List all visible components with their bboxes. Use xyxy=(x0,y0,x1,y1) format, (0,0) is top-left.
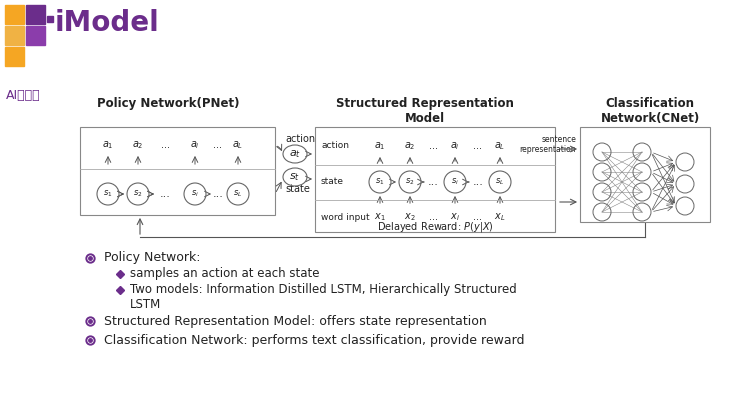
Text: ...: ... xyxy=(160,189,170,199)
Text: ...: ... xyxy=(428,177,438,187)
Text: $a_1$: $a_1$ xyxy=(102,139,114,151)
Text: AI研习社: AI研习社 xyxy=(6,89,41,102)
Text: action: action xyxy=(321,141,349,150)
Text: ...: ... xyxy=(161,140,169,150)
Text: Two models: Information Distilled LSTM, Hierarchically Structured: Two models: Information Distilled LSTM, … xyxy=(130,284,517,296)
Text: $a_1$: $a_1$ xyxy=(374,140,386,152)
Text: $a_2$: $a_2$ xyxy=(404,140,416,152)
Text: $a_i$: $a_i$ xyxy=(450,140,460,152)
Text: $s_2$: $s_2$ xyxy=(133,189,143,199)
Text: $x_2$: $x_2$ xyxy=(404,211,416,223)
Text: $s_t$: $s_t$ xyxy=(289,171,300,183)
Text: $s_2$: $s_2$ xyxy=(406,177,414,187)
Text: $a_t$: $a_t$ xyxy=(289,148,301,160)
Text: $x_i$: $x_i$ xyxy=(450,211,460,223)
Text: LSTM: LSTM xyxy=(130,298,161,312)
Text: Classification Network: performs text classification, provide reward: Classification Network: performs text cl… xyxy=(104,333,525,346)
Bar xyxy=(580,127,710,222)
Text: iModel: iModel xyxy=(55,9,160,37)
Text: $a_2$: $a_2$ xyxy=(132,139,144,151)
Text: Structured Representation Model: offers state representation: Structured Representation Model: offers … xyxy=(104,314,487,328)
Text: $a_L$: $a_L$ xyxy=(232,139,243,151)
Text: action: action xyxy=(285,134,315,144)
Text: word input: word input xyxy=(321,212,369,222)
Text: $s_i$: $s_i$ xyxy=(191,189,199,199)
Text: ...: ... xyxy=(473,177,483,187)
Text: $s_i$: $s_i$ xyxy=(451,177,459,187)
Text: Policy Network:: Policy Network: xyxy=(104,252,201,265)
Text: $a_L$: $a_L$ xyxy=(494,140,505,152)
Text: ...: ... xyxy=(212,189,223,199)
Text: Classification
Network(CNet): Classification Network(CNet) xyxy=(600,97,699,125)
Text: Delayed Reward: $P(y|X)$: Delayed Reward: $P(y|X)$ xyxy=(377,220,494,234)
Text: $a_i$: $a_i$ xyxy=(190,139,200,151)
Bar xyxy=(47,16,53,22)
Text: Policy Network(PNet): Policy Network(PNet) xyxy=(97,97,239,110)
Text: $x_1$: $x_1$ xyxy=(374,211,386,223)
Text: sentence
representation: sentence representation xyxy=(519,135,576,155)
Bar xyxy=(26,26,45,45)
Text: ...: ... xyxy=(474,141,482,151)
Bar xyxy=(5,47,24,66)
Text: Structured Representation
Model: Structured Representation Model xyxy=(336,97,514,125)
Text: ...: ... xyxy=(428,212,437,222)
Text: $s_L$: $s_L$ xyxy=(233,189,243,199)
Text: $s_1$: $s_1$ xyxy=(104,189,112,199)
Bar xyxy=(80,127,275,215)
Bar xyxy=(5,26,24,45)
Text: $s_L$: $s_L$ xyxy=(495,177,505,187)
Text: samples an action at each state: samples an action at each state xyxy=(130,268,320,280)
Text: ...: ... xyxy=(428,141,437,151)
Bar xyxy=(26,5,45,24)
Bar xyxy=(315,127,555,232)
Text: $x_L$: $x_L$ xyxy=(494,211,505,223)
Text: $s_1$: $s_1$ xyxy=(375,177,385,187)
Text: state: state xyxy=(321,178,344,187)
Text: ...: ... xyxy=(214,140,223,150)
Text: state: state xyxy=(285,184,310,194)
Bar xyxy=(5,5,24,24)
Text: ...: ... xyxy=(474,212,482,222)
